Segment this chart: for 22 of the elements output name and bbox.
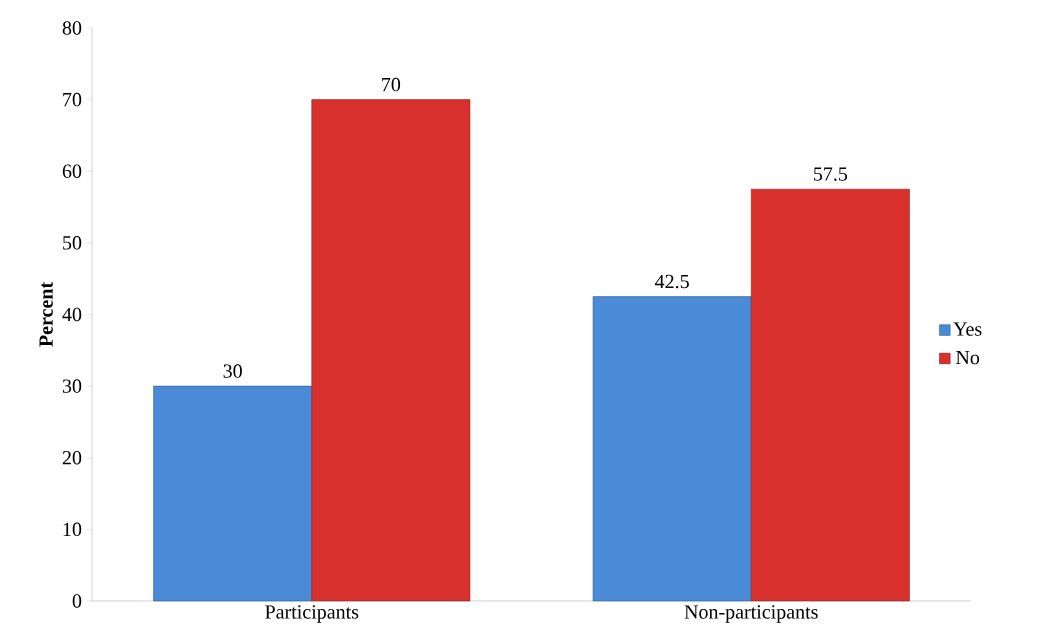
data-label: 70 (382, 77, 401, 92)
y-tick-label: 30 (62, 379, 82, 393)
y-tick-label: 0 (72, 594, 82, 608)
x-tick-label: Participants (265, 605, 359, 623)
y-axis-title: Percent (39, 282, 53, 347)
y-tick-label: 20 (62, 450, 82, 465)
y-tick-label: 70 (63, 92, 82, 107)
legend-label: No (956, 350, 980, 365)
y-tick-label: 40 (62, 307, 82, 322)
bar (311, 99, 471, 602)
y-tick-label: 80 (62, 21, 82, 35)
data-label: 30 (223, 364, 242, 378)
bar (592, 296, 752, 602)
bar (750, 188, 910, 602)
x-tick-label: Non-participants (684, 605, 818, 623)
y-tick-label: 10 (63, 522, 82, 537)
data-label: 57.5 (814, 167, 848, 181)
data-label: 42.5 (655, 274, 689, 289)
y-tick-label: 50 (63, 236, 82, 250)
bar (153, 385, 313, 602)
y-tick-label: 60 (62, 164, 82, 178)
legend-label: Yes (953, 322, 982, 336)
